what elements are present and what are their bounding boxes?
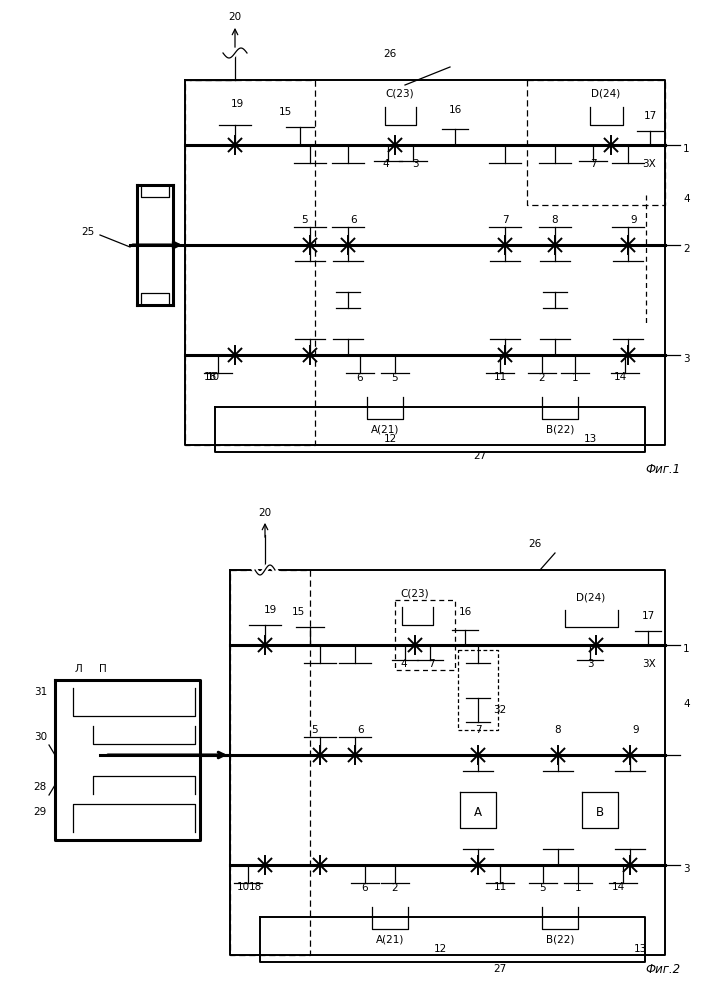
Text: 3X: 3X [642, 159, 656, 169]
Text: 3: 3 [683, 354, 689, 364]
Text: 9: 9 [630, 215, 636, 225]
Text: 19: 19 [230, 99, 244, 109]
Text: 3: 3 [411, 159, 419, 169]
Text: 3X: 3X [642, 659, 656, 669]
Text: 15: 15 [291, 607, 305, 617]
Text: 6: 6 [350, 215, 356, 225]
Text: Фиг.1: Фиг.1 [645, 463, 680, 476]
Text: 7: 7 [502, 215, 508, 225]
Text: 14: 14 [612, 882, 624, 892]
Text: 16: 16 [448, 105, 462, 115]
Text: 6: 6 [357, 373, 363, 383]
Text: 26: 26 [383, 49, 397, 59]
Text: A: A [474, 806, 482, 818]
Text: 29: 29 [34, 807, 47, 817]
Text: 32: 32 [493, 705, 506, 715]
Text: 13: 13 [633, 944, 647, 954]
Text: 25: 25 [82, 227, 95, 237]
Text: 27: 27 [474, 451, 486, 461]
Text: 10: 10 [206, 372, 220, 382]
Text: 18: 18 [204, 372, 216, 382]
Text: 1: 1 [683, 644, 689, 654]
Text: Л: Л [74, 664, 82, 674]
Text: 6: 6 [362, 883, 368, 893]
Text: 5: 5 [301, 215, 308, 225]
Text: 12: 12 [383, 434, 397, 444]
Text: 15: 15 [279, 107, 291, 117]
Text: D(24): D(24) [576, 592, 606, 602]
Text: 20: 20 [259, 508, 271, 518]
Text: A(21): A(21) [370, 424, 399, 434]
Text: 7: 7 [590, 159, 596, 169]
Text: 5: 5 [311, 725, 318, 735]
Text: 28: 28 [34, 782, 47, 792]
Text: 4: 4 [401, 659, 407, 669]
Text: Фиг.2: Фиг.2 [645, 963, 680, 976]
Text: 16: 16 [458, 607, 472, 617]
Text: П: П [99, 664, 107, 674]
Text: 6: 6 [357, 725, 363, 735]
Text: 11: 11 [493, 882, 507, 892]
Text: B: B [596, 806, 604, 818]
Text: 1: 1 [575, 883, 581, 893]
Text: 4: 4 [683, 194, 689, 204]
Text: 8: 8 [555, 725, 561, 735]
Text: 18: 18 [248, 882, 262, 892]
Text: 5: 5 [392, 373, 398, 383]
Text: 4: 4 [382, 159, 390, 169]
Text: 4: 4 [683, 699, 689, 709]
Text: 27: 27 [493, 964, 507, 974]
Text: 19: 19 [264, 605, 276, 615]
Text: 30: 30 [34, 732, 47, 742]
Text: 14: 14 [614, 372, 626, 382]
Text: 26: 26 [528, 539, 542, 549]
Text: 12: 12 [433, 944, 447, 954]
Text: 10: 10 [236, 882, 250, 892]
Text: 9: 9 [632, 725, 638, 735]
Text: 11: 11 [493, 372, 507, 382]
Text: B(22): B(22) [546, 934, 574, 944]
Text: 2: 2 [392, 883, 398, 893]
Text: 17: 17 [643, 111, 657, 121]
Text: 7: 7 [428, 659, 434, 669]
Text: 3: 3 [587, 659, 593, 669]
Text: A(21): A(21) [376, 934, 404, 944]
Text: 2: 2 [539, 373, 545, 383]
Text: 8: 8 [551, 215, 559, 225]
Text: 17: 17 [641, 611, 655, 621]
Text: C(23): C(23) [401, 589, 429, 599]
Text: 7: 7 [474, 725, 481, 735]
Text: 3: 3 [683, 864, 689, 874]
Text: 1: 1 [683, 144, 689, 154]
Text: 2: 2 [683, 244, 689, 254]
Text: 5: 5 [539, 883, 547, 893]
Text: 1: 1 [572, 373, 578, 383]
Text: 20: 20 [228, 12, 242, 22]
Text: D(24): D(24) [591, 89, 621, 99]
Text: C(23): C(23) [386, 89, 414, 99]
Text: 31: 31 [34, 687, 47, 697]
Text: 13: 13 [583, 434, 597, 444]
Text: B(22): B(22) [546, 424, 574, 434]
